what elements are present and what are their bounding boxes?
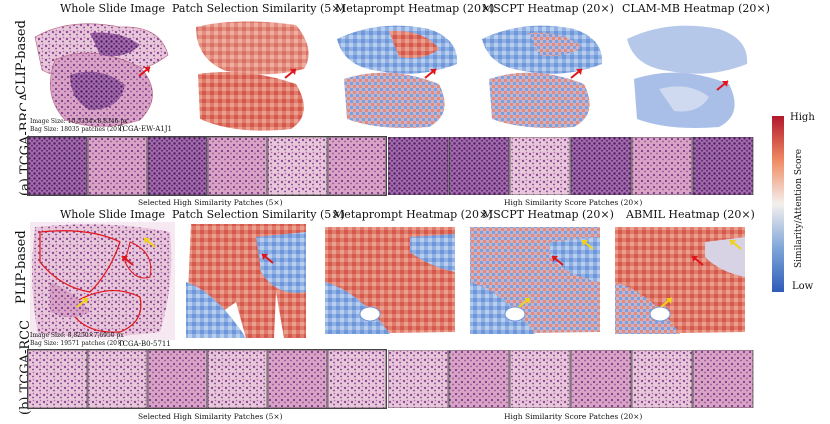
a-red-arrow-2 bbox=[284, 68, 297, 79]
a-slide-id: TCGA-EW-A1J1 bbox=[118, 125, 172, 133]
a-bag-size: Bag Size: 18035 patches (20×) bbox=[30, 126, 125, 133]
a-col-title-3: Metaprompt Heatmap (20×) bbox=[335, 2, 495, 15]
b-image-size: Image Size: 8,8250×7,6950 px bbox=[30, 332, 124, 339]
a-selected-caption: Selected High Similarity Patches (5×) bbox=[138, 198, 283, 207]
b-red-arrow-mscpt bbox=[551, 255, 564, 266]
a-metaprompt-heatmap bbox=[337, 25, 458, 128]
a-col-title-2: Patch Selection Similarity (5×) bbox=[172, 2, 345, 15]
a-mscpt-heatmap bbox=[482, 25, 603, 128]
colorbar-high-label: High bbox=[790, 112, 815, 123]
a-col-title-1: Whole Slide Image bbox=[60, 2, 166, 15]
a-red-arrow-3 bbox=[424, 68, 437, 79]
b-red-arrow-patch bbox=[261, 253, 274, 264]
a-col-title-5: CLAM-MB Heatmap (20×) bbox=[622, 2, 770, 15]
a-selected-patches-thumbs bbox=[28, 137, 386, 195]
b-yellow-arrow-wsi-1 bbox=[143, 237, 156, 248]
section-a-top-panel bbox=[26, 15, 766, 135]
a-clam-mb-heatmap bbox=[627, 25, 748, 128]
a-patch-selection-map bbox=[196, 21, 309, 131]
a-image-size: Image Size: 10,5334×8,8346 px bbox=[30, 118, 128, 125]
colorbar-title: Similarity/Attention Score bbox=[794, 148, 804, 268]
b-col-title-5: ABMIL Heatmap (20×) bbox=[626, 208, 755, 221]
colorbar-low-label: Low bbox=[792, 281, 814, 292]
b-yellow-arrow-abmil-2 bbox=[660, 297, 673, 308]
b-col-title-4: MSCPT Heatmap (20×) bbox=[482, 208, 614, 221]
b-wsi-image bbox=[30, 222, 175, 340]
b-patch-selection-map bbox=[186, 224, 306, 338]
b-yellow-arrow-mscpt-2 bbox=[518, 297, 531, 308]
a-red-arrow-5 bbox=[716, 80, 729, 91]
b-score-caption: High Similarity Score Patches (20×) bbox=[504, 412, 643, 421]
b-selected-caption: Selected High Similarity Patches (5×) bbox=[138, 412, 283, 421]
b-abmil-heatmap bbox=[615, 227, 745, 334]
section-b-model-label: PLIP-based bbox=[14, 230, 29, 304]
a-red-arrow-4 bbox=[570, 68, 583, 79]
b-selected-patches-thumbs bbox=[28, 350, 386, 408]
b-yellow-arrow-wsi-2 bbox=[76, 297, 89, 308]
b-yellow-arrow-abmil-1 bbox=[729, 239, 742, 250]
b-score-patches-thumbs bbox=[388, 350, 754, 408]
a-col-title-4: MSCPT Heatmap (20×) bbox=[482, 2, 614, 15]
a-score-caption: High Similarity Score Patches (20×) bbox=[504, 198, 643, 207]
a-score-patches-thumbs bbox=[388, 137, 754, 195]
b-red-arrow-wsi bbox=[121, 255, 134, 266]
colorbar-gradient bbox=[772, 116, 784, 292]
a-red-arrow-1 bbox=[138, 66, 151, 77]
a-wsi-image bbox=[34, 23, 169, 127]
b-col-title-2: Patch Selection Similarity (5×) bbox=[172, 208, 345, 221]
b-col-title-1: Whole Slide Image bbox=[60, 208, 166, 221]
b-mscpt-heatmap bbox=[470, 227, 600, 334]
b-bag-size: Bag Size: 19571 patches (20×) bbox=[30, 340, 125, 347]
b-slide-id: TCGA-B0-5711 bbox=[118, 340, 171, 348]
b-red-arrow-abmil bbox=[691, 255, 704, 266]
b-col-title-3: Metaprompt Heatmap (20×) bbox=[333, 208, 493, 221]
b-metaprompt-heatmap bbox=[325, 227, 455, 334]
b-yellow-arrow-mscpt-1 bbox=[581, 239, 594, 250]
